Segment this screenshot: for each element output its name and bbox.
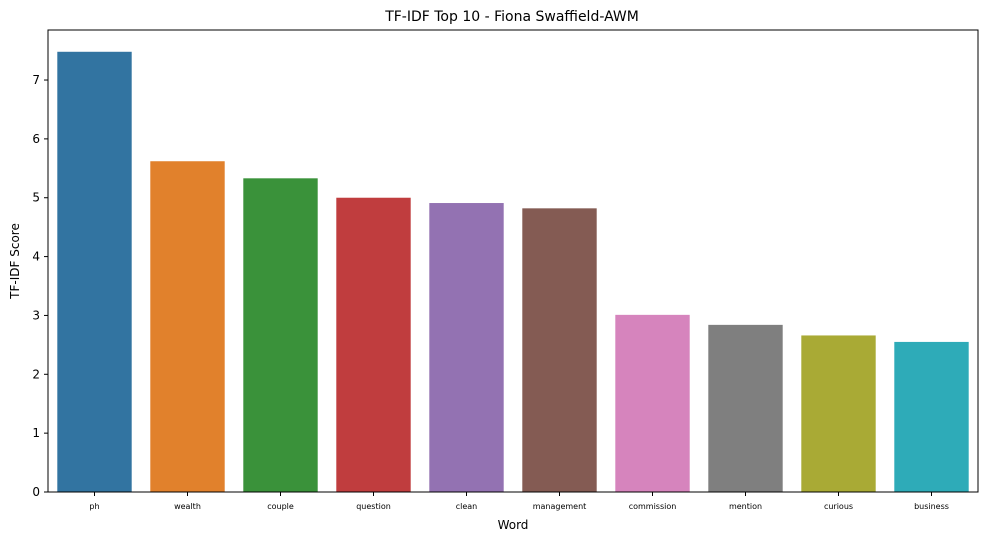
bar-wealth — [150, 161, 225, 493]
x-tick-label: clean — [456, 502, 478, 511]
x-tick-label: couple — [267, 502, 294, 511]
bar-mention — [708, 324, 783, 492]
y-tick-label: 0 — [32, 485, 40, 499]
y-axis-label: TF-IDF Score — [8, 223, 22, 300]
x-tick-label: ph — [89, 502, 99, 511]
y-tick-label: 4 — [32, 250, 40, 264]
y-tick-label: 6 — [32, 132, 40, 146]
bar-curious — [801, 335, 876, 492]
x-tick-label: wealth — [174, 502, 201, 511]
chart-title: TF-IDF Top 10 - Fiona Swaffield-AWM — [384, 9, 639, 25]
x-axis-ticks: ph wealth couple question clean management com… — [89, 492, 949, 511]
y-axis-ticks: 0 1 2 3 4 5 6 7 — [32, 73, 48, 499]
x-tick-label: curious — [824, 502, 853, 511]
bar-business — [894, 341, 969, 492]
bar-couple — [243, 178, 318, 492]
bar-question — [336, 197, 411, 493]
bar-commission — [615, 314, 690, 492]
bar-clean — [429, 203, 504, 492]
y-tick-label: 2 — [32, 367, 40, 381]
plot-frame — [47, 29, 979, 493]
y-tick-label: 5 — [32, 191, 40, 205]
y-tick-label: 1 — [32, 426, 40, 440]
x-tick-label: commission — [629, 502, 677, 511]
y-tick-label: 3 — [32, 308, 40, 322]
x-tick-label: management — [533, 502, 587, 511]
bar-ph — [57, 51, 132, 492]
x-tick-label: question — [356, 502, 391, 511]
bar-management — [522, 208, 597, 492]
bars-group — [57, 51, 969, 493]
x-tick-label: business — [914, 502, 949, 511]
x-axis-label: Word — [498, 518, 529, 532]
x-tick-label: mention — [729, 502, 762, 511]
y-tick-label: 7 — [32, 73, 40, 87]
